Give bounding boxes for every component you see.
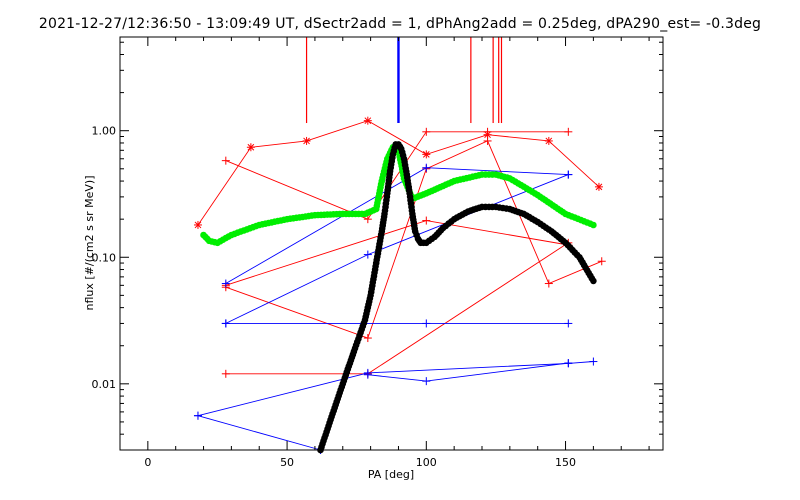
red-data-point — [422, 127, 431, 136]
blue-series-line — [197, 361, 594, 417]
y-tick-label: 0.01 — [92, 378, 117, 391]
y-tick-label: 1.00 — [92, 125, 117, 138]
y-axis-label: nflux [#/(cm2 s sr MeV)] — [83, 176, 96, 311]
chart-title: 2021-12-27/12:36:50 - 13:09:49 UT, dSect… — [38, 16, 762, 32]
curve-layer — [200, 141, 597, 454]
blue-data-point — [363, 370, 372, 379]
red-data-point — [544, 279, 553, 288]
x-tick-label: 150 — [555, 456, 576, 469]
blue-data-point — [363, 250, 372, 259]
plot-frame — [119, 36, 664, 451]
red-data-point — [483, 127, 492, 136]
red-series-line — [225, 140, 602, 339]
red-data-point — [544, 136, 553, 145]
blue-data-point — [221, 279, 230, 288]
blue-data-point — [564, 170, 573, 179]
blue-data-point — [564, 319, 573, 328]
blue-data-point — [564, 359, 573, 368]
x-axis-label: PA [deg] — [368, 468, 414, 481]
blue-series-line — [225, 174, 569, 324]
blue-series-line — [367, 362, 569, 382]
blue-data-point — [422, 163, 431, 172]
black-curve-point — [590, 277, 597, 285]
blue-data-point — [422, 319, 431, 328]
vertical-marker-layer — [305, 37, 503, 124]
red-data-point — [483, 136, 492, 145]
red-data-point — [193, 220, 202, 229]
red-data-point — [221, 369, 230, 378]
red-data-point — [422, 216, 431, 225]
x-tick-label: 100 — [416, 456, 437, 469]
red-data-point — [246, 143, 255, 152]
blue-data-point — [193, 411, 202, 420]
blue-data-point — [422, 377, 431, 386]
red-data-point — [597, 257, 606, 266]
red-data-point — [564, 127, 573, 136]
red-data-point — [221, 156, 230, 165]
red-data-point — [363, 334, 372, 343]
red-data-point — [363, 215, 372, 224]
red-series-line — [197, 120, 600, 226]
axes-layer: 0 50 100 150 0.01 0.10 1.00 — [92, 37, 663, 469]
y-tick-label: 0.10 — [92, 251, 117, 264]
red-data-point — [363, 116, 372, 125]
blue-data-point — [589, 357, 598, 366]
red-data-point — [594, 182, 603, 191]
red-series-line — [225, 242, 569, 375]
blue-data-point — [221, 319, 230, 328]
green-curve-point — [590, 221, 597, 229]
x-tick-label: 50 — [280, 456, 294, 469]
red-data-point — [422, 150, 431, 159]
red-data-point — [302, 136, 311, 145]
x-tick-label: 0 — [144, 456, 151, 469]
blue-series-line — [197, 415, 321, 451]
